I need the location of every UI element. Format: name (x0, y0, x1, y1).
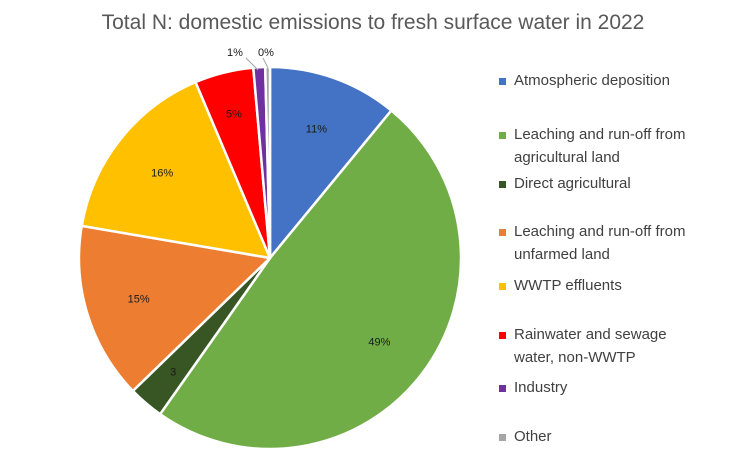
legend-label-line: Industry (514, 379, 568, 396)
leader-line (245, 57, 259, 71)
legend-swatch (499, 332, 506, 339)
legend-swatch (499, 181, 506, 188)
legend-label: Leaching and run-off from agricultural la… (514, 124, 686, 168)
legend-label-line: water, non-WWTP (514, 349, 636, 366)
leader-line (262, 57, 269, 69)
pie-slice-leaching-and-run-off-from-agricultural-land (158, 109, 463, 451)
data-label-other: 0% (258, 47, 274, 59)
chart-title: Total N: domestic emissions to fresh sur… (101, 11, 645, 34)
legend-swatch (499, 385, 506, 392)
legend-label-line: WWTP effluents (514, 277, 622, 294)
legend-label: Industry (514, 377, 567, 398)
legend-label-line: unfarmed land (514, 246, 610, 263)
legend-label-line: Leaching and run-off from (514, 223, 686, 240)
legend-label: Leaching and run-off from unfarmed land (514, 221, 686, 265)
pie-slice-leaching-and-run-off-from-unfarmed-land (77, 224, 272, 393)
pie-slice-wwtp-effluents (80, 80, 272, 260)
data-label-leaching-and-run-off-from-unfarmed-land: 15% (128, 294, 150, 306)
data-label-leaching-and-run-off-from-agricultural-land: 49% (368, 336, 390, 348)
pie-slice-atmospheric-deposition (268, 65, 393, 260)
legend-label-line: Direct agricultural (514, 175, 631, 192)
data-label-atmospheric-deposition: 11% (306, 124, 327, 136)
legend-label: WWTP effluents (514, 275, 622, 296)
legend-label-line: Atmospheric deposition (514, 72, 670, 89)
legend-swatch (499, 229, 506, 236)
legend-label: Atmospheric deposition (514, 70, 670, 91)
legend-swatch (499, 132, 506, 139)
data-label-direct-agricultural: 3 (170, 366, 176, 378)
data-label-industry: 1% (227, 47, 243, 59)
legend-label-line: Leaching and run-off from (514, 126, 686, 143)
legend-label-line: Rainwater and sewage (514, 326, 667, 343)
legend-label: Other (514, 426, 552, 447)
legend-label-line: Other (514, 428, 552, 445)
legend-swatch (499, 283, 506, 290)
legend-label: Direct agricultural (514, 173, 631, 194)
legend-label: Rainwater and sewage water, non-WWTP (514, 324, 667, 368)
data-label-wwtp-effluents: 16% (151, 168, 173, 180)
legend-swatch (499, 78, 506, 85)
legend-label-line: agricultural land (514, 149, 620, 166)
legend-swatch (499, 434, 506, 441)
data-label-rainwater-and-sewage-water-non-wwtp: 5% (226, 108, 242, 120)
